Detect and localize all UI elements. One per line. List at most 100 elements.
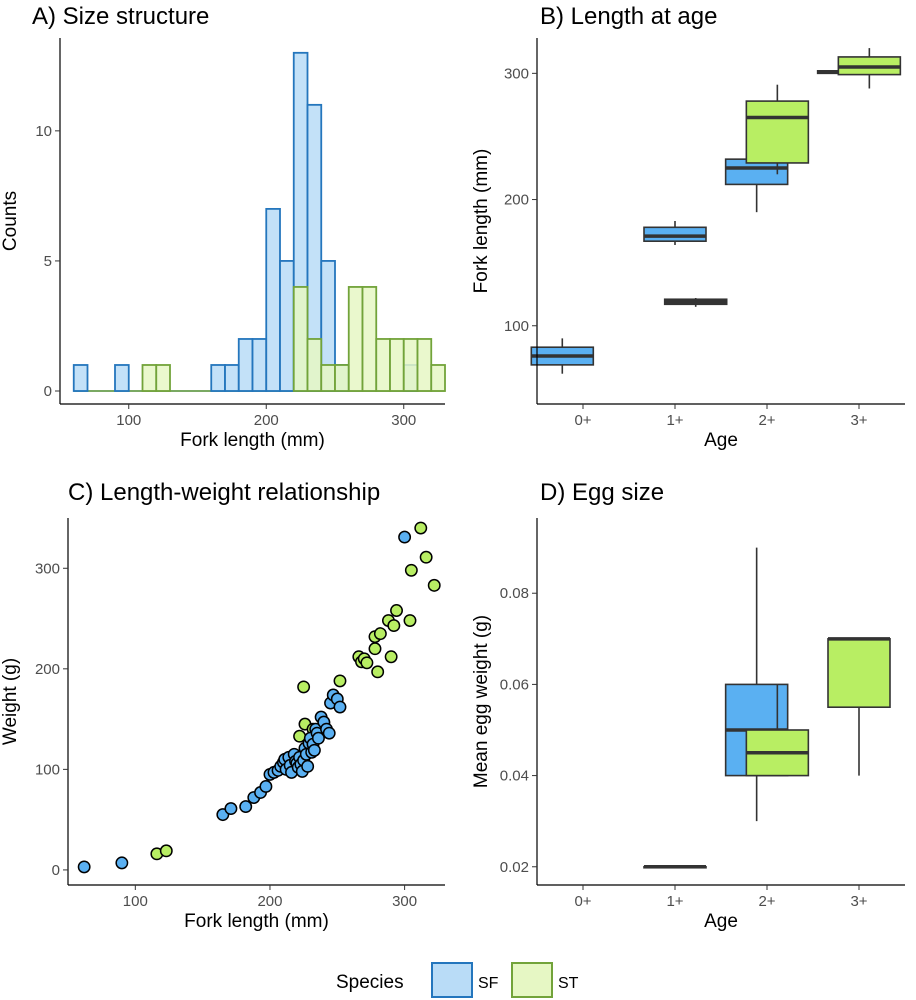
scatter-point-st: [387, 619, 401, 633]
scatter-point-sf: [239, 800, 253, 814]
y-tick-label: 10: [35, 123, 52, 140]
scatter-point-sf: [259, 780, 273, 793]
scatter-point-sf: [115, 856, 129, 870]
histogram-bar-sf: [114, 364, 130, 392]
panel-b-boxplot: B) Length at age 100 200 300 0+ 1+ 2+ 3+ Age For…: [471, 3, 905, 451]
x-tick-label: 300: [392, 893, 417, 910]
histogram-bar-st: [141, 364, 158, 392]
y-tick-label: 200: [35, 661, 60, 678]
y-tick-label: 0.04: [500, 768, 529, 785]
y-tick-label: 0: [44, 383, 52, 400]
histogram-bar-st: [334, 364, 350, 392]
scatter-point-sf: [311, 731, 325, 745]
x-tick-label: 2+: [758, 893, 775, 910]
scatter-point-st: [297, 680, 311, 694]
x-axis-label: Age: [704, 430, 738, 451]
x-tick-label: 300: [391, 412, 416, 429]
scatter-point-st: [360, 656, 374, 670]
legend: Species SF ST: [336, 962, 579, 998]
scatter-point-st: [403, 614, 417, 628]
histogram-bar-st: [292, 286, 309, 392]
x-tick-label: 3+: [850, 893, 867, 910]
x-tick-label: 100: [116, 412, 141, 429]
scatter-point-st: [384, 650, 398, 664]
histogram-bar-st: [416, 338, 433, 392]
x-axis-label: Fork length (mm): [184, 911, 329, 932]
scatter-point-sf: [398, 530, 412, 544]
legend-title: Species: [336, 972, 404, 993]
legend-key-sf: [431, 962, 473, 998]
histogram-bar-sf: [279, 260, 295, 392]
y-tick-label: 300: [504, 65, 529, 82]
y-tick-label: 300: [35, 560, 60, 577]
scatter-point-st: [404, 563, 418, 577]
x-tick-label: 0+: [574, 893, 591, 910]
histogram-bar-st: [155, 364, 171, 392]
histogram-bar-sf: [72, 364, 89, 392]
scatter-point-st: [368, 642, 382, 656]
histogram-bar-st: [389, 338, 405, 392]
histogram-bar-st: [430, 364, 446, 392]
y-tick-label: 200: [504, 192, 529, 209]
x-tick-label: 1+: [666, 412, 683, 429]
scatter-point-sf: [301, 759, 315, 773]
scatter-point-st: [373, 627, 387, 641]
histogram-bar-sf: [251, 338, 268, 392]
histogram-bar-sf: [237, 338, 254, 392]
x-tick-label: 100: [123, 893, 148, 910]
panel-d-title: D) Egg size: [540, 479, 664, 506]
x-tick-label: 0+: [574, 412, 591, 429]
scatter-point-st: [371, 665, 385, 679]
x-tick-label: 200: [254, 412, 279, 429]
legend-label-st: ST: [558, 975, 579, 992]
x-tick-label: 3+: [850, 412, 867, 429]
y-axis-label: Weight (g): [0, 658, 21, 745]
histogram-bar-sf: [210, 364, 226, 392]
scatter-point-st: [333, 674, 347, 688]
y-tick-label: 0.06: [500, 676, 529, 693]
panel-b-title: B) Length at age: [540, 3, 717, 30]
y-axis-label: Fork length (mm): [471, 149, 492, 294]
panel-d-boxplot: D) Egg size 0.02 0.04 0.06 0.08 0+ 1+ 2+ 3+ Age M…: [471, 479, 905, 932]
y-tick-label: 0: [52, 862, 60, 879]
box-st-3plus: [827, 638, 891, 708]
scatter-point-st: [414, 521, 428, 535]
panel-c-title: C) Length-weight relationship: [68, 479, 380, 506]
x-tick-label: 2+: [758, 412, 775, 429]
panel-c-scatter: C) Length-weight relationship 0 100 200 300…: [0, 479, 445, 932]
y-tick-label: 0.08: [500, 585, 529, 602]
scatter-point-sf: [77, 860, 91, 874]
histogram-bar-st: [306, 338, 323, 392]
scatter-point-st: [390, 604, 403, 617]
histogram-bar-st: [375, 338, 391, 392]
x-tick-label: 200: [257, 893, 282, 910]
box-st-2plus: [745, 100, 810, 164]
scatter-point-st: [419, 550, 433, 564]
histogram-bar-st: [320, 364, 336, 392]
x-axis-label: Age: [704, 911, 738, 932]
y-axis-label: Mean egg weight (g): [471, 615, 492, 788]
x-tick-label: 1+: [666, 893, 683, 910]
histogram-bar-sf: [265, 207, 281, 392]
histogram-bar-st: [402, 338, 419, 392]
panel-a-histogram: A) Size structure 0 5 10 100 200 300 Fork leng…: [0, 3, 446, 451]
box-sf-1plus: [643, 226, 707, 242]
scatter-point-sf: [307, 743, 321, 757]
x-axis-label: Fork length (mm): [180, 430, 325, 451]
scatter-point-sf: [224, 802, 238, 816]
y-tick-label: 5: [44, 253, 52, 270]
y-axis-label: Counts: [0, 191, 21, 251]
histogram-bar-st: [361, 286, 378, 392]
y-tick-label: 100: [35, 761, 60, 778]
scatter-point-sf: [333, 700, 347, 714]
y-tick-label: 100: [504, 318, 529, 335]
histogram-bar-sf: [224, 364, 240, 392]
panel-a-title: A) Size structure: [32, 3, 209, 30]
histogram-bar-st: [347, 286, 364, 392]
scatter-point-sf: [322, 726, 336, 740]
scatter-point-st: [427, 578, 441, 592]
legend-key-st: [511, 962, 553, 998]
scatter-point-st: [159, 844, 173, 858]
legend-label-sf: SF: [478, 975, 499, 992]
